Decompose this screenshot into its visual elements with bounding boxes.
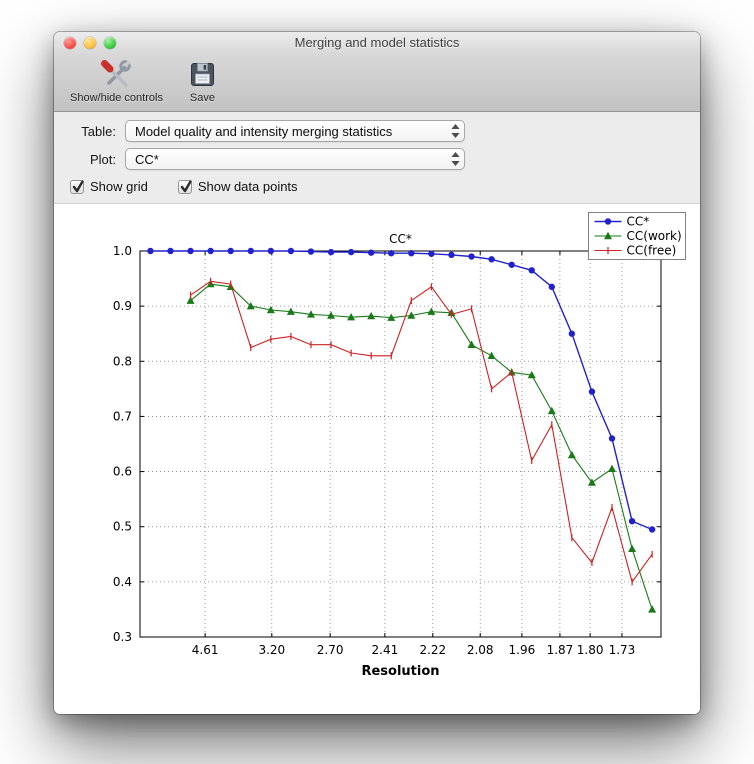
show-hide-controls-label: Show/hide controls: [70, 92, 163, 104]
svg-text:0.4: 0.4: [113, 575, 132, 589]
chart-axes-frame: [139, 250, 662, 638]
chart-title: CC*: [389, 232, 412, 246]
titlebar[interactable]: Merging and model statistics: [54, 32, 700, 54]
svg-text:0.7: 0.7: [113, 409, 132, 423]
chart-legend: CC*CC(work)CC(free): [588, 212, 686, 260]
svg-text:1.96: 1.96: [509, 643, 536, 657]
checkbox-row: Show grid Show data points: [68, 179, 686, 194]
svg-text:1.0: 1.0: [113, 244, 132, 258]
save-label: Save: [189, 92, 215, 104]
chart-grid: [140, 250, 661, 638]
plot-select[interactable]: CC*: [125, 148, 465, 170]
chart-ticks: [140, 250, 661, 638]
app-window: Merging and model statistics Show/hide c…: [54, 32, 700, 714]
chart-xlabel: Resolution: [361, 664, 439, 679]
svg-text:2.22: 2.22: [419, 643, 446, 657]
table-select-value: Model quality and intensity merging stat…: [135, 123, 393, 139]
series-cc-free: [189, 277, 653, 586]
plot-canvas: 4.61 3.20 2.70 2.41 2.22 2.08 1.96 1.87 1.80 1.73…: [54, 204, 700, 714]
controls-panel: Table: Model quality and intensity mergi…: [54, 112, 700, 204]
chart-tick-labels: 4.61 3.20 2.70 2.41 2.22 2.08 1.96 1.87 1.80 1.73…: [113, 244, 635, 657]
svg-text:0.6: 0.6: [113, 465, 132, 479]
svg-text:CC*: CC*: [389, 232, 412, 246]
show-grid-label: Show grid: [90, 179, 148, 194]
show-grid-checkbox[interactable]: Show grid: [70, 179, 148, 194]
table-select[interactable]: Model quality and intensity merging stat…: [125, 120, 465, 142]
checkbox-check-icon: [70, 179, 84, 194]
table-label: Table:: [81, 123, 116, 139]
svg-text:0.8: 0.8: [113, 354, 132, 368]
save-icon: [189, 58, 216, 91]
svg-text:CC(free): CC(free): [627, 244, 677, 258]
tools-icon: [101, 58, 132, 91]
traffic-lights: [64, 37, 116, 49]
chart-svg: 4.61 3.20 2.70 2.41 2.22 2.08 1.96 1.87 1.80 1.73…: [113, 212, 686, 679]
svg-text:0.9: 0.9: [113, 299, 132, 313]
svg-text:2.41: 2.41: [372, 643, 399, 657]
svg-text:1.73: 1.73: [609, 643, 636, 657]
popup-arrows-icon: [447, 124, 460, 138]
svg-text:0.5: 0.5: [113, 520, 132, 534]
checkbox-check-icon: [177, 179, 192, 194]
series-cc: [147, 247, 656, 533]
svg-text:1.80: 1.80: [577, 643, 604, 657]
plot-label: Plot:: [89, 151, 116, 167]
svg-text:2.70: 2.70: [317, 643, 344, 657]
svg-text:1.87: 1.87: [547, 643, 574, 657]
series-cc-work: [186, 279, 657, 613]
zoom-button[interactable]: [104, 37, 116, 49]
svg-text:CC(work): CC(work): [627, 229, 682, 243]
show-hide-controls-button[interactable]: Show/hide controls: [64, 57, 169, 105]
svg-text:Resolution: Resolution: [361, 664, 439, 679]
minimize-button[interactable]: [84, 37, 96, 49]
plot-row: Plot: CC*: [68, 148, 686, 170]
svg-text:4.61: 4.61: [192, 643, 219, 657]
svg-text:0.3: 0.3: [113, 630, 132, 644]
svg-text:2.08: 2.08: [467, 643, 494, 657]
svg-text:3.20: 3.20: [258, 643, 285, 657]
show-data-points-checkbox[interactable]: Show data points: [177, 179, 298, 194]
popup-arrows-icon: [447, 152, 460, 166]
close-button[interactable]: [64, 37, 76, 49]
toolbar: Show/hide controls Save: [54, 54, 700, 112]
svg-text:CC*: CC*: [627, 215, 650, 229]
show-data-points-label: Show data points: [197, 179, 298, 194]
window-title: Merging and model statistics: [294, 35, 460, 50]
plot-select-value: CC*: [135, 151, 159, 167]
save-button[interactable]: Save: [183, 57, 222, 105]
table-row: Table: Model quality and intensity mergi…: [68, 120, 686, 142]
